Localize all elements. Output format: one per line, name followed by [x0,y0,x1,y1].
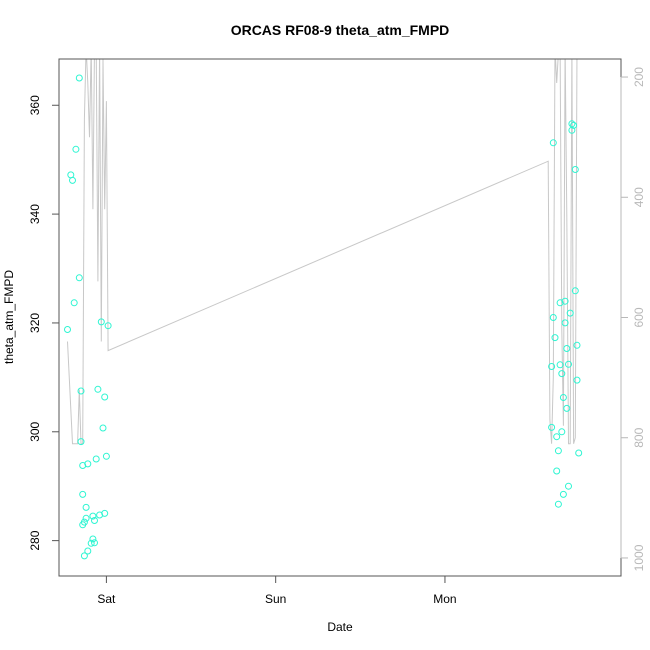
data-point [91,517,98,524]
data-point [556,299,564,307]
x-axis-label: Date [327,620,353,634]
data-point [558,428,566,436]
data-point [79,490,87,498]
data-point [101,509,109,517]
data-point [75,274,83,282]
y2-tick-label: 800 [632,427,646,447]
bottom-axis: Sat Sun Mon [97,575,457,606]
data-point [77,438,85,446]
data-point [559,490,567,498]
y-tick-label: 320 [28,313,42,333]
data-point [548,423,556,431]
data-point [565,482,572,490]
data-point [559,394,567,401]
chart-title: ORCAS RF08-9 theta_atm_FMPD [231,22,450,38]
data-point [97,318,105,326]
data-point [64,326,71,333]
y-tick-label: 360 [28,95,42,115]
data-point [553,433,561,441]
data-point [80,518,88,526]
data-point [75,74,83,82]
y2-tick-label: 1000 [632,544,646,571]
data-point [84,460,92,468]
data-point [573,341,581,349]
data-point [89,535,97,543]
data-point [553,467,561,475]
data-point [69,176,76,184]
data-point [82,503,90,511]
data-point [551,334,559,342]
x-tick-label: Mon [433,592,456,606]
line-layer [67,59,578,445]
data-point [99,424,107,432]
data-point [558,370,566,378]
data-point [94,385,102,393]
data-point [554,447,562,455]
data-point [84,547,92,555]
data-point [563,404,571,412]
data-point [554,500,562,508]
data-point [101,393,109,401]
y-tick-label: 340 [28,204,42,224]
y2-tick-label: 600 [632,307,646,327]
data-point [561,297,569,305]
y2-tick-label: 400 [632,187,646,207]
plot-frame [58,58,622,577]
x-tick-label: Sun [265,592,286,606]
data-point [563,345,571,352]
data-point [570,121,578,129]
data-point [104,322,112,330]
data-point [102,452,110,460]
data-point [92,455,100,463]
right-axis: 200 400 600 800 1000 [620,67,646,571]
data-point [565,360,572,368]
data-point [571,166,579,173]
y-tick-label: 300 [28,421,42,441]
data-point [571,287,579,295]
data-point [549,139,557,147]
y-tick-label: 280 [28,530,42,550]
data-point [548,363,556,370]
points-layer [64,74,583,560]
data-point [575,449,583,457]
data-point [568,120,576,128]
data-point [566,309,574,317]
y2-tick-label: 200 [632,67,646,87]
data-point [70,299,78,307]
data-point [80,552,88,560]
data-point [556,361,564,369]
data-point [91,539,98,547]
data-point [573,376,581,384]
series-line [67,59,578,445]
left-axis: 280 300 320 340 360 [28,95,60,551]
data-point [87,539,95,547]
data-point [82,514,90,522]
data-point [549,314,557,321]
data-point [89,512,97,520]
data-point [561,319,569,327]
x-tick-label: Sat [97,592,116,606]
y-axis-label: theta_atm_FMPD [2,270,16,364]
data-point [77,387,85,395]
data-point [72,145,80,153]
